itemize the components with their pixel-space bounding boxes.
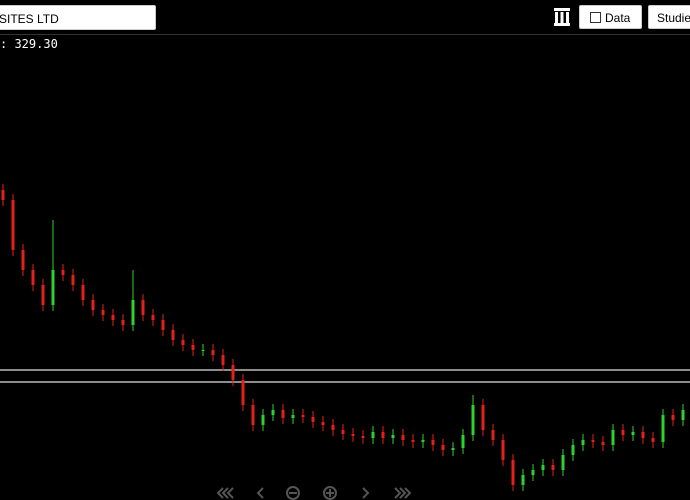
zoom-out[interactable] bbox=[286, 486, 300, 500]
candle-body bbox=[301, 415, 305, 417]
candle-body bbox=[241, 380, 245, 405]
nav-first[interactable] bbox=[216, 487, 234, 499]
nav-last[interactable] bbox=[394, 487, 412, 499]
candle-body bbox=[481, 405, 485, 430]
candle-body bbox=[101, 310, 105, 315]
candle-body bbox=[381, 432, 385, 438]
symbol-text: SITES LTD bbox=[0, 12, 59, 26]
candle-body bbox=[191, 345, 195, 350]
candle-body bbox=[71, 275, 75, 285]
candle-body bbox=[341, 430, 345, 434]
candle-body bbox=[161, 320, 165, 330]
candle-body bbox=[571, 445, 575, 455]
candle-body bbox=[41, 285, 45, 305]
candle-body bbox=[311, 417, 315, 422]
candle-body bbox=[141, 300, 145, 315]
candle-body bbox=[121, 320, 125, 325]
candle-body bbox=[231, 365, 235, 380]
candle-body bbox=[611, 430, 615, 445]
studies-label: Studie bbox=[657, 11, 690, 25]
candle-body bbox=[201, 350, 205, 351]
candle-body bbox=[171, 330, 175, 340]
candle-body bbox=[461, 435, 465, 448]
candle-body bbox=[321, 422, 325, 425]
candle-body bbox=[211, 350, 215, 355]
candle-body bbox=[421, 440, 425, 442]
candle-body bbox=[581, 440, 585, 445]
candle-body bbox=[291, 415, 295, 418]
candle-body bbox=[271, 410, 275, 415]
nav-prev[interactable] bbox=[256, 487, 264, 499]
candle-body bbox=[551, 465, 555, 470]
candle-body bbox=[251, 405, 255, 425]
library-icon[interactable] bbox=[553, 7, 571, 27]
candle-body bbox=[671, 415, 675, 420]
candle-body bbox=[331, 425, 335, 430]
candle-body bbox=[401, 435, 405, 440]
symbol-input[interactable]: SITES LTD bbox=[0, 5, 156, 30]
candle-body bbox=[391, 435, 395, 438]
candle-body bbox=[181, 340, 185, 345]
candle-body bbox=[631, 432, 635, 435]
candle-body bbox=[441, 445, 445, 450]
candle-body bbox=[221, 355, 225, 365]
nav-next[interactable] bbox=[362, 487, 370, 499]
candle-body bbox=[501, 440, 505, 460]
data-button[interactable]: Data bbox=[579, 5, 642, 29]
data-label: Data bbox=[605, 11, 631, 25]
candle-body bbox=[491, 430, 495, 440]
candle-body bbox=[531, 470, 535, 475]
candle-body bbox=[151, 315, 155, 320]
candle-body bbox=[601, 442, 605, 445]
candle-body bbox=[61, 270, 65, 275]
candle-body bbox=[641, 432, 645, 438]
candle-body bbox=[521, 475, 525, 485]
studies-button[interactable]: Studie bbox=[648, 5, 690, 29]
candle-body bbox=[281, 410, 285, 418]
zoom-in[interactable] bbox=[323, 486, 337, 500]
candle-body bbox=[371, 432, 375, 438]
candle-body bbox=[261, 415, 265, 425]
candle-body bbox=[451, 448, 455, 450]
candle-body bbox=[661, 415, 665, 442]
candle-body bbox=[361, 436, 365, 438]
candle-body bbox=[621, 430, 625, 435]
candle-body bbox=[51, 270, 55, 305]
candle-body bbox=[11, 200, 15, 250]
candle-body bbox=[111, 315, 115, 320]
price-label: : 329.30 bbox=[0, 37, 58, 51]
candle-body bbox=[31, 270, 35, 285]
candle-body bbox=[561, 455, 565, 470]
candle-body bbox=[1, 190, 5, 200]
candle-body bbox=[91, 300, 95, 310]
candle-body bbox=[471, 405, 475, 435]
candle-body bbox=[541, 465, 545, 470]
candle-body bbox=[431, 440, 435, 445]
candle-body bbox=[21, 250, 25, 270]
candle-body bbox=[651, 438, 655, 442]
candle-body bbox=[81, 285, 85, 300]
candle-body bbox=[351, 434, 355, 436]
candle-body bbox=[411, 440, 415, 442]
nav-controls bbox=[216, 486, 412, 500]
candle-body bbox=[511, 460, 515, 485]
candle-body bbox=[591, 440, 595, 442]
checkbox[interactable] bbox=[590, 12, 601, 23]
candle-body bbox=[131, 300, 135, 325]
separator bbox=[0, 34, 690, 35]
candle-body bbox=[681, 410, 685, 420]
